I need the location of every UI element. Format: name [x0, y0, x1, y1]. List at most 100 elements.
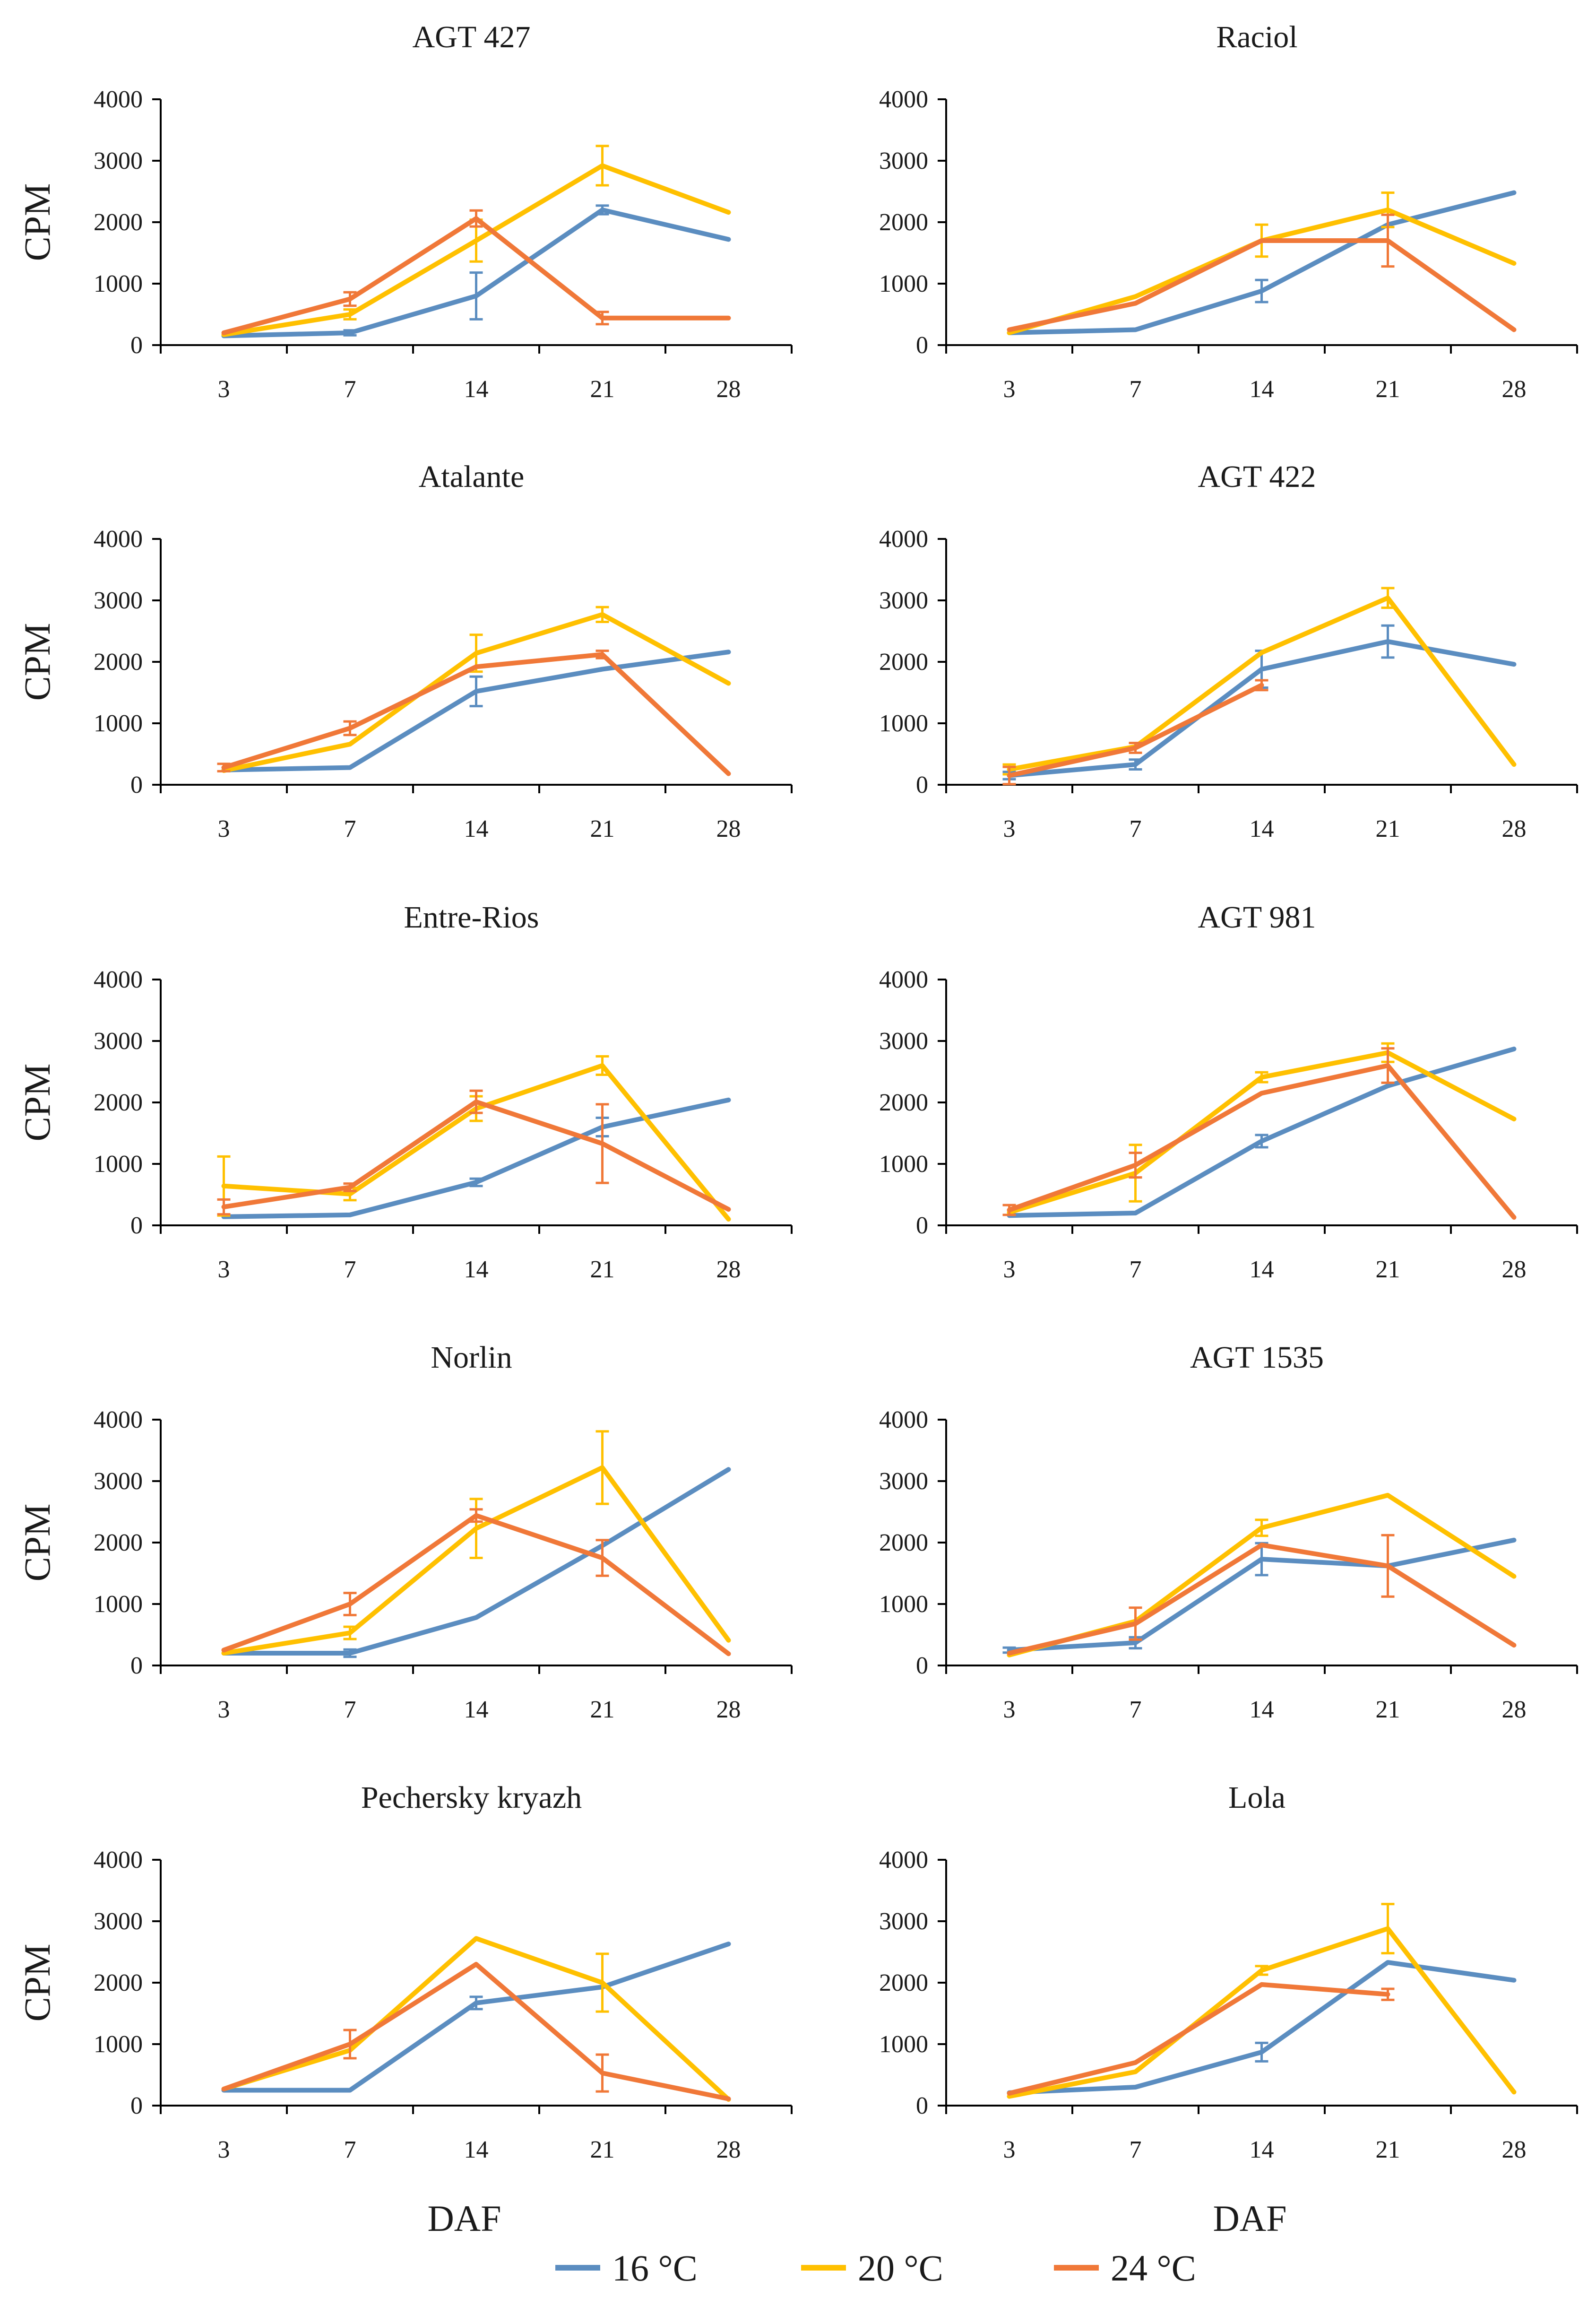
- y-tick-label: 2000: [879, 649, 928, 676]
- y-tick-label: 0: [130, 332, 143, 359]
- y-tick-label: 3000: [879, 587, 928, 614]
- x-tick-label: 7: [1130, 1256, 1142, 1283]
- x-tick-label: 7: [344, 2136, 356, 2163]
- x-tick-label: 3: [1003, 1696, 1016, 1723]
- y-tick-label: 1000: [94, 1151, 143, 1178]
- y-tick-label: 2000: [94, 1089, 143, 1116]
- error-bar: [595, 1952, 609, 2013]
- y-tick-label: 4000: [879, 86, 928, 113]
- error-bar: [469, 675, 483, 708]
- chart-title: AGT 422: [1198, 460, 1316, 494]
- error-bar: [1381, 1047, 1395, 1084]
- y-tick-label: 0: [916, 772, 928, 798]
- x-tick-label: 28: [1502, 815, 1527, 842]
- x-tick-label: 3: [218, 1256, 230, 1283]
- x-tick-label: 7: [344, 1696, 356, 1723]
- chart-title: Norlin: [431, 1340, 512, 1375]
- x-tick-label: 7: [1130, 1696, 1142, 1723]
- y-tick-label: 4000: [879, 526, 928, 553]
- error-bar: [469, 209, 483, 228]
- x-tick-label: 28: [1502, 2136, 1527, 2163]
- error-bar: [343, 329, 357, 337]
- error-bar: [595, 1539, 609, 1577]
- x-tick-label: 14: [1250, 1696, 1274, 1723]
- error-bar: [469, 1995, 483, 2011]
- x-tick-label: 14: [464, 2136, 489, 2163]
- x-tick-label: 14: [1250, 1256, 1274, 1283]
- x-tick-label: 21: [1376, 1256, 1400, 1283]
- series-line-24c: [1007, 1063, 1517, 1220]
- panel-norlin: Norlin 0 1000 2000 3000 4000 3 7 14 21 28 CPM: [17, 1340, 793, 1723]
- error-bar: [343, 1648, 357, 1658]
- series-line-20c: [221, 1465, 731, 1656]
- legend-label-16c: 16 °C: [612, 2247, 698, 2289]
- series-line-24c: [221, 652, 731, 776]
- y-axis-label: CPM: [17, 1944, 58, 2022]
- y-tick-label: 1000: [879, 2031, 928, 2058]
- x-tick-label: 14: [1250, 2136, 1274, 2163]
- error-bar: [595, 650, 609, 659]
- y-axis-label: CPM: [17, 1504, 58, 1582]
- x-tick-label: 21: [1376, 2136, 1400, 2163]
- y-tick-label: 3000: [879, 1028, 928, 1055]
- y-tick-label: 2000: [879, 209, 928, 236]
- x-tick-label: 14: [1250, 815, 1274, 842]
- error-bar: [1381, 1903, 1395, 1955]
- series-line-20c: [1007, 1926, 1517, 2099]
- error-bar: [217, 763, 231, 772]
- chart-title: AGT 427: [413, 20, 531, 54]
- panel-raciol: Raciol 0 1000 2000 3000 4000 3 7 14 21 28: [879, 20, 1578, 403]
- chart-title: Raciol: [1216, 20, 1297, 54]
- error-bar: [595, 1103, 609, 1184]
- error-bar: [343, 1182, 357, 1192]
- y-tick-label: 3000: [879, 147, 928, 174]
- x-tick-label: 7: [1130, 376, 1142, 403]
- y-tick-label: 0: [130, 1212, 143, 1239]
- legend-label-20c: 20 °C: [858, 2247, 943, 2289]
- error-bar: [1129, 1606, 1142, 1641]
- x-tick-label: 21: [1376, 815, 1400, 842]
- series-line-24c: [1007, 1543, 1517, 1656]
- error-bar: [1381, 1987, 1395, 2001]
- panel-pechersky-kryazh: Pechersky kryazh 0 1000 2000 3000 4000 3 7 14 21 2…: [17, 1780, 793, 2239]
- y-axis-label: CPM: [17, 623, 58, 701]
- y-tick-label: 3000: [94, 587, 143, 614]
- y-tick-label: 1000: [879, 1151, 928, 1178]
- y-tick-label: 4000: [879, 1847, 928, 1873]
- x-tick-label: 21: [1376, 1696, 1400, 1723]
- y-tick-label: 2000: [94, 209, 143, 236]
- x-tick-label: 3: [1003, 376, 1016, 403]
- error-bar: [1255, 1071, 1268, 1084]
- error-bar: [343, 1625, 357, 1640]
- y-tick-label: 0: [916, 332, 928, 359]
- y-tick-label: 1000: [94, 270, 143, 297]
- chart-title: AGT 1535: [1190, 1340, 1324, 1375]
- y-tick-label: 0: [130, 1652, 143, 1679]
- y-tick-label: 1000: [94, 710, 143, 737]
- error-bar: [1255, 2041, 1268, 2063]
- y-tick-label: 4000: [94, 526, 143, 553]
- y-tick-label: 3000: [94, 1908, 143, 1935]
- y-tick-label: 1000: [879, 710, 928, 737]
- error-bar: [1129, 1152, 1142, 1179]
- x-tick-label: 14: [464, 1696, 489, 1723]
- error-bar: [595, 606, 609, 623]
- panel-agt-422: AGT 422 0 1000 2000 3000 4000 3 7 14 21 28: [879, 460, 1578, 842]
- error-bar: [343, 308, 357, 321]
- chart-title: Atalante: [419, 460, 525, 494]
- y-tick-label: 4000: [879, 1406, 928, 1433]
- y-tick-label: 4000: [94, 86, 143, 113]
- chart-title: Pechersky kryazh: [361, 1780, 582, 1815]
- error-bar: [343, 2029, 357, 2060]
- y-tick-label: 1000: [94, 1591, 143, 1618]
- error-bar: [343, 720, 357, 737]
- x-tick-label: 7: [344, 1256, 356, 1283]
- x-tick-label: 3: [218, 2136, 230, 2163]
- y-tick-label: 4000: [94, 966, 143, 993]
- x-tick-label: 14: [464, 376, 489, 403]
- y-tick-label: 0: [916, 1652, 928, 1679]
- x-tick-label: 7: [344, 815, 356, 842]
- y-tick-label: 0: [130, 772, 143, 798]
- panel-agt-981: AGT 981 0 1000 2000 3000 4000 3 7 14 21 28: [879, 900, 1578, 1283]
- error-bar: [1381, 624, 1395, 659]
